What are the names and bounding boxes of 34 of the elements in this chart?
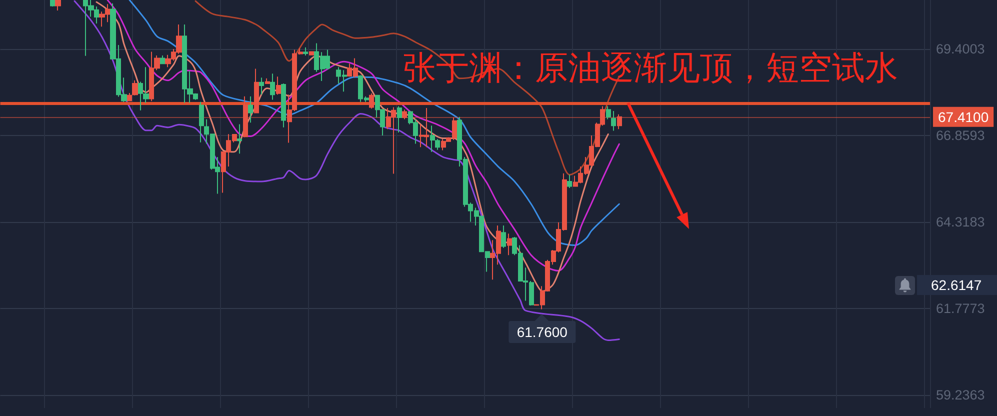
candlestick bbox=[309, 51, 314, 56]
candlestick bbox=[270, 73, 275, 100]
annotation: 61.7600 bbox=[508, 321, 576, 344]
candlestick bbox=[254, 68, 259, 114]
candlestick bbox=[237, 124, 242, 154]
candlestick bbox=[259, 77, 264, 96]
y-tick-label: 61.7773 bbox=[936, 301, 985, 316]
candlestick bbox=[303, 46, 308, 56]
y-tick-label: 66.8593 bbox=[936, 128, 985, 144]
candlestick bbox=[507, 233, 512, 256]
y-tick-label: 64.3183 bbox=[936, 214, 985, 230]
candlestick bbox=[567, 174, 572, 188]
candlestick bbox=[276, 76, 281, 96]
text: 62.6147 bbox=[917, 274, 997, 295]
candlestick bbox=[265, 78, 270, 84]
candlestick bbox=[243, 96, 248, 138]
candlestick bbox=[606, 106, 611, 120]
candlestick bbox=[397, 106, 402, 133]
y-tick-label: 59.2363 bbox=[936, 388, 985, 403]
candlestick bbox=[132, 80, 138, 96]
candlestick bbox=[248, 96, 253, 124]
candlestick bbox=[402, 109, 407, 120]
candlestick bbox=[127, 92, 132, 102]
candlestick bbox=[501, 224, 506, 248]
candlestick bbox=[50, 0, 55, 7]
ref-line-label: 67.4100 bbox=[938, 108, 989, 125]
candlestick bbox=[611, 110, 616, 132]
candlestick bbox=[55, 0, 61, 12]
candlestick bbox=[281, 82, 286, 128]
candlestick bbox=[199, 101, 204, 143]
candlestick bbox=[369, 92, 374, 110]
y-tick-label: 69.4003 bbox=[936, 42, 985, 57]
candlestick bbox=[160, 55, 165, 64]
candlestick bbox=[617, 114, 622, 130]
